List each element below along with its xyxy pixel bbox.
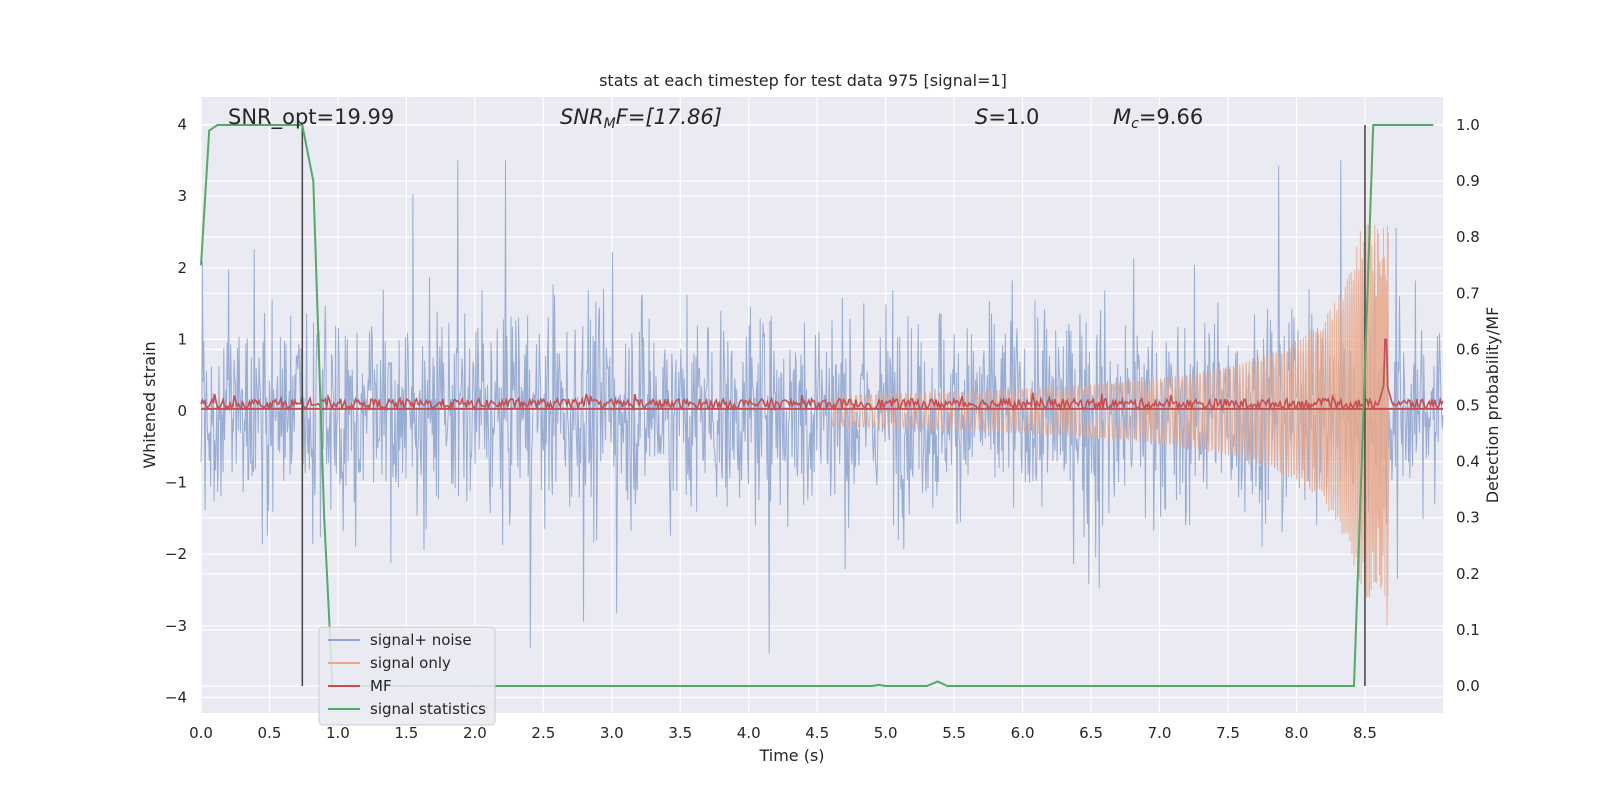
- y-right-tick-label: 0.6: [1456, 340, 1480, 358]
- x-tick-label: 8.0: [1285, 724, 1309, 742]
- x-tick-label: 2.0: [463, 724, 487, 742]
- series-signal-statistics-line: [200, 124, 1434, 687]
- y-axis-label: Whitened strain: [140, 341, 159, 468]
- y-right-tick-label: 0.8: [1456, 228, 1480, 246]
- legend-label-signal-only: signal only: [370, 654, 451, 672]
- y-right-tick-label: 0.4: [1456, 453, 1480, 471]
- snr-mf-value: F=[17.86]: [616, 105, 722, 129]
- mc-annotation: Mc=9.66: [1113, 105, 1203, 132]
- x-tick-label: 5.5: [942, 724, 966, 742]
- x-tick-label: 1.5: [394, 724, 418, 742]
- x-tick-label: 0.0: [189, 724, 213, 742]
- y-tick-label: 3: [177, 187, 187, 205]
- y-tick-label: −2: [165, 545, 187, 563]
- legend-label-signal-statistics: signal statistics: [370, 700, 486, 718]
- legend-label-mf: MF: [370, 677, 392, 695]
- mc-subscript: c: [1131, 116, 1139, 132]
- legend-box: [318, 626, 496, 726]
- x-tick-label: 6.5: [1079, 724, 1103, 742]
- y-right-axis-label: Detection probability/MF: [1483, 307, 1502, 504]
- y-tick-label: 0: [177, 402, 187, 420]
- y-tick-label: 2: [177, 259, 187, 277]
- mc-symbol: M: [1113, 105, 1131, 129]
- x-tick-label: 4.5: [805, 724, 829, 742]
- series-mf-line: [200, 338, 1444, 412]
- x-tick-label: 5.0: [874, 724, 898, 742]
- y-right-tick-label: 0.2: [1456, 565, 1480, 583]
- x-tick-label: 0.5: [258, 724, 282, 742]
- legend-label-signal-noise: signal+ noise: [370, 631, 472, 649]
- y-right-tick-label: 1.0: [1456, 116, 1480, 134]
- s-symbol: S: [975, 105, 988, 129]
- y-right-tick-label: 0.9: [1456, 172, 1480, 190]
- y-tick-label: −4: [165, 688, 187, 706]
- x-tick-label: 8.5: [1353, 724, 1377, 742]
- y-tick-label: 4: [177, 116, 187, 134]
- x-axis-label: Time (s): [758, 746, 824, 765]
- legend: signal+ noise signal only MF signal stat…: [318, 626, 496, 726]
- x-tick-label: 7.5: [1216, 724, 1240, 742]
- x-tick-label: 6.0: [1011, 724, 1035, 742]
- chart-title: stats at each timestep for test data 975…: [599, 71, 1007, 90]
- snr-opt-annotation: SNR_opt=19.99: [228, 105, 394, 130]
- y-tick-label: 1: [177, 330, 187, 348]
- x-tick-label: 2.5: [531, 724, 555, 742]
- s-value: =1.0: [988, 105, 1039, 129]
- x-tick-label: 7.0: [1148, 724, 1172, 742]
- x-tick-label: 1.0: [326, 724, 350, 742]
- snr-mf-subscript: M: [604, 116, 616, 132]
- x-tick-label: 3.0: [600, 724, 624, 742]
- y-right-tick-label: 0.0: [1456, 677, 1480, 695]
- y-right-tick-label: 0.5: [1456, 397, 1480, 415]
- series-signal-only-line: [830, 224, 1391, 626]
- y-tick-label: −3: [165, 617, 187, 635]
- x-tick-label: 3.5: [668, 724, 692, 742]
- y-right-tick-label: 0.1: [1456, 621, 1480, 639]
- s-annotation: S=1.0: [975, 105, 1039, 129]
- series-layer: [200, 124, 1444, 687]
- mc-value: =9.66: [1139, 105, 1203, 129]
- y-tick-label: −1: [165, 474, 187, 492]
- y-right-tick-label: 0.7: [1456, 284, 1480, 302]
- y-right-tick-label: 0.3: [1456, 509, 1480, 527]
- x-tick-label: 4.0: [737, 724, 761, 742]
- snr-mf-annotation: SNRMF=[17.86]: [560, 105, 722, 132]
- snr-mf-symbol: SNR: [560, 105, 604, 129]
